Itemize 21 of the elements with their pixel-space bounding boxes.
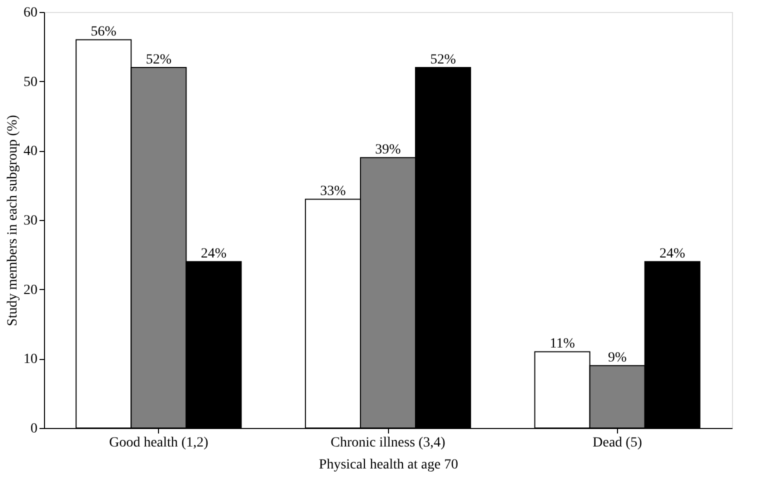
x-axis-title: Physical health at age 70 [318, 458, 458, 472]
data-label: 24% [660, 246, 686, 262]
y-tick-label: 30 [24, 214, 38, 228]
y-tick-label: 50 [24, 74, 38, 90]
data-label: 39% [375, 142, 402, 158]
data-label: 52% [430, 52, 456, 68]
data-label: 11% [550, 336, 576, 352]
x-tick-label: Good health (1,2) [109, 436, 209, 450]
data-label: 24% [200, 246, 227, 262]
data-label: 9% [608, 350, 627, 366]
data-label: 33% [320, 184, 346, 200]
data-label: 52% [146, 52, 172, 68]
x-tick-label: Dead (5) [592, 436, 642, 450]
y-tick-label: 60 [24, 6, 38, 20]
data-label: 56% [90, 24, 117, 40]
y-tick-label: 0 [30, 422, 38, 436]
y-tick-label: 10 [24, 352, 38, 368]
y-axis-title: Study members in each subgroup (%) [6, 114, 20, 326]
y-tick-label: 20 [24, 282, 38, 298]
y-tick-label: 40 [24, 144, 38, 160]
x-tick-label: Chronic illness (3,4) [330, 436, 446, 450]
